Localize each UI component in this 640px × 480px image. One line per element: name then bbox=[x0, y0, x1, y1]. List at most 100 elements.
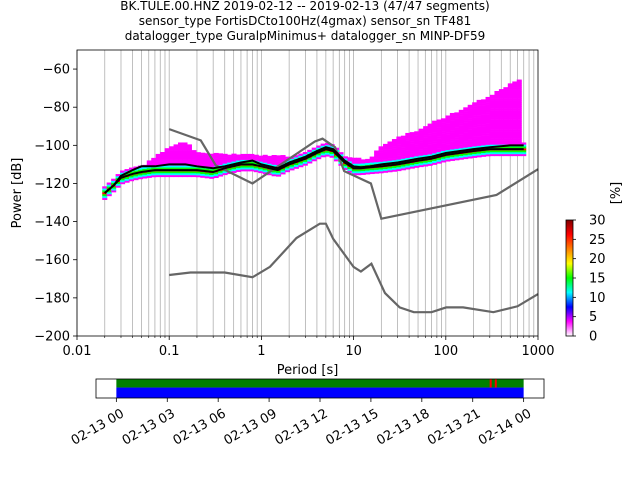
heatmap-cell bbox=[454, 118, 460, 121]
heatmap-cell bbox=[423, 128, 429, 131]
heatmap-cell bbox=[494, 129, 500, 132]
heatmap-cell bbox=[391, 139, 397, 142]
heatmap-cell bbox=[231, 157, 237, 160]
coverage-bars bbox=[116, 379, 524, 398]
heatmap-cell bbox=[512, 121, 518, 124]
heatmap-cell bbox=[164, 167, 170, 170]
heatmap-cell bbox=[436, 157, 442, 160]
heatmap-cell bbox=[396, 144, 402, 147]
heatmap-cell bbox=[169, 165, 175, 168]
heatmap-cell bbox=[481, 154, 487, 157]
heatmap-cell bbox=[213, 160, 219, 163]
heatmap-cell bbox=[369, 162, 375, 165]
heatmap-cell bbox=[498, 110, 504, 113]
heatmap-cell bbox=[489, 123, 496, 126]
heatmap-cell bbox=[258, 170, 264, 174]
heatmap-cell bbox=[458, 128, 464, 132]
heatmap-cell bbox=[418, 164, 424, 168]
heatmap-cell bbox=[481, 143, 487, 146]
heatmap-cell bbox=[516, 111, 522, 115]
heatmap-cell bbox=[498, 121, 504, 124]
heatmap-cell bbox=[476, 117, 482, 120]
heatmap-cell bbox=[494, 92, 500, 96]
heatmap-cell bbox=[191, 153, 197, 157]
heatmap-cell bbox=[347, 166, 353, 170]
heatmap-cell bbox=[191, 172, 197, 176]
heatmap-cell bbox=[476, 145, 482, 148]
heatmap-cell bbox=[240, 155, 246, 159]
heatmap-cell bbox=[432, 132, 438, 135]
heatmap-cell bbox=[244, 169, 250, 172]
heatmap-cell bbox=[102, 186, 108, 189]
heatmap-cell bbox=[494, 111, 500, 115]
heatmap-cell bbox=[436, 146, 442, 149]
heatmap-cell bbox=[160, 157, 166, 160]
heatmap-cell bbox=[458, 115, 464, 118]
heatmap-cell bbox=[445, 144, 451, 147]
heatmap-cell bbox=[262, 168, 268, 171]
heatmap-cell bbox=[231, 168, 237, 172]
heatmap-cell bbox=[173, 148, 179, 151]
heatmap-cell bbox=[369, 169, 375, 173]
heatmap-cell bbox=[503, 102, 509, 105]
heatmap-cell bbox=[476, 143, 482, 146]
heatmap-cell bbox=[516, 150, 522, 153]
heatmap-cell bbox=[458, 146, 464, 149]
heatmap-cell bbox=[177, 167, 184, 170]
heatmap-cell bbox=[200, 171, 206, 174]
heatmap-cell bbox=[445, 145, 451, 149]
heatmap-cell bbox=[102, 197, 108, 200]
heatmap-cell bbox=[360, 159, 366, 162]
heatmap-cell bbox=[427, 140, 433, 143]
mode-curve bbox=[104, 148, 524, 194]
heatmap-cell bbox=[463, 156, 469, 160]
heatmap-cell bbox=[489, 150, 496, 153]
heatmap-cell bbox=[405, 132, 411, 136]
heatmap-cell bbox=[458, 157, 464, 160]
heatmap-cell bbox=[115, 174, 121, 177]
coverage-gap-mark bbox=[494, 379, 497, 388]
heatmap-cell bbox=[414, 156, 420, 159]
heatmap-cell bbox=[449, 133, 455, 137]
heatmap-cell bbox=[293, 166, 299, 169]
heatmap-cell bbox=[489, 100, 496, 103]
heatmap-cell bbox=[160, 155, 166, 159]
heatmap-cell bbox=[111, 178, 117, 181]
heatmap-cell bbox=[445, 159, 451, 162]
heatmap-cell bbox=[440, 144, 447, 148]
heatmap-cell bbox=[391, 167, 397, 170]
heatmap-cell bbox=[142, 168, 148, 171]
heatmap-cell bbox=[516, 153, 522, 157]
heatmap-cell bbox=[111, 186, 117, 189]
heatmap-cell bbox=[155, 161, 161, 164]
heatmap-cell bbox=[458, 126, 464, 130]
heatmap-cell bbox=[329, 151, 335, 154]
heatmap-cell bbox=[481, 126, 487, 129]
heatmap-cell bbox=[512, 115, 518, 118]
heatmap-cell bbox=[347, 159, 353, 162]
heatmap-cell bbox=[494, 132, 500, 136]
heatmap-cell bbox=[481, 114, 487, 117]
heatmap-cell bbox=[222, 172, 228, 176]
heatmap-cell bbox=[333, 155, 340, 158]
heatmap-cell bbox=[489, 119, 496, 122]
heatmap-cell bbox=[396, 165, 402, 168]
heatmap-cell bbox=[186, 165, 192, 168]
heatmap-cell bbox=[516, 87, 522, 90]
heatmap-cell bbox=[476, 124, 482, 127]
heatmap-cell bbox=[173, 167, 179, 170]
heatmap-cell bbox=[400, 166, 406, 169]
heatmap-cell bbox=[405, 165, 411, 168]
heatmap-cell bbox=[378, 169, 384, 172]
heatmap-cell bbox=[169, 155, 175, 159]
heatmap-cell bbox=[454, 114, 460, 117]
heatmap-cell bbox=[351, 169, 357, 172]
heatmap-cell bbox=[489, 142, 496, 145]
x-tick-label: 10 bbox=[345, 344, 362, 359]
heatmap-cell bbox=[454, 123, 460, 127]
heatmap-cell bbox=[458, 138, 464, 141]
psd-heatmap bbox=[102, 79, 527, 200]
heatmap-cell bbox=[356, 169, 362, 172]
heatmap-cell bbox=[204, 153, 210, 156]
heatmap-cell bbox=[378, 161, 384, 164]
